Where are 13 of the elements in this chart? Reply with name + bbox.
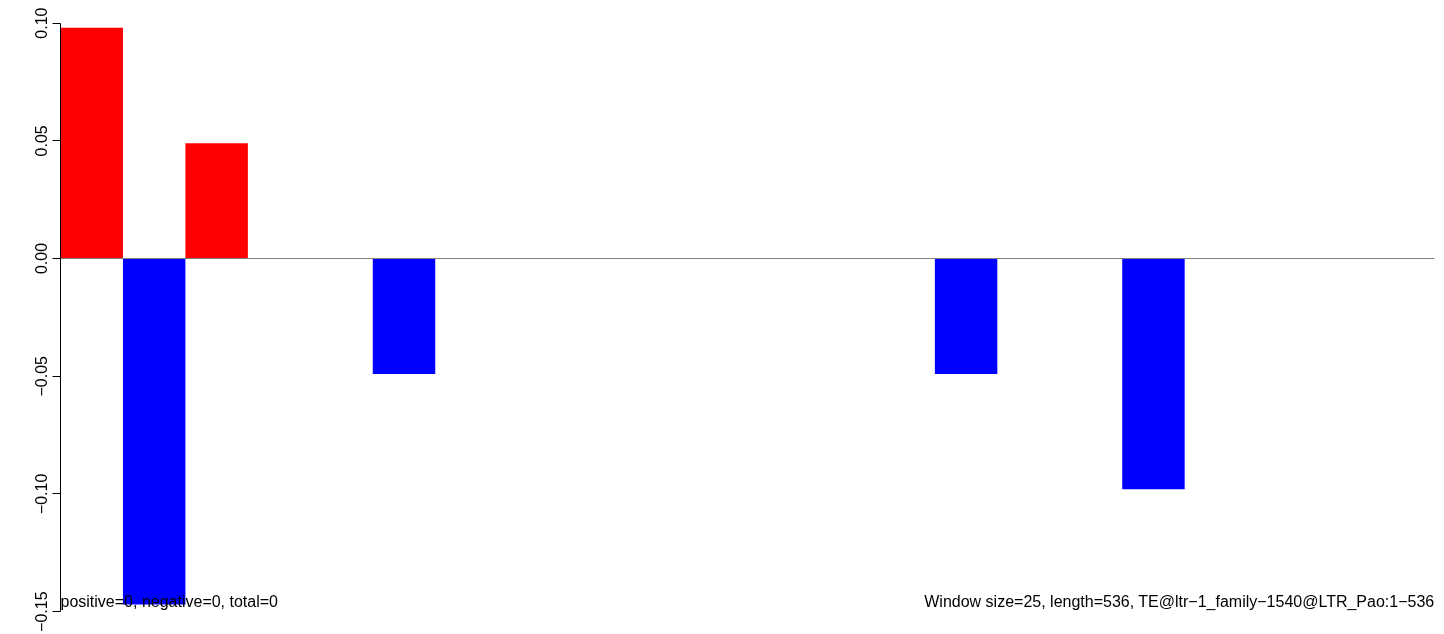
- y-tick-label: 0.05: [33, 125, 51, 157]
- bar: [372, 258, 436, 374]
- annotation: positive=0, negative=0, total=0: [60, 592, 279, 610]
- bar: [60, 27, 123, 259]
- y-tick-label: 0.10: [33, 7, 51, 39]
- y-tick-label: 0.00: [33, 242, 51, 275]
- bar: [1122, 258, 1185, 490]
- y-tick-label: −0.10: [33, 473, 51, 515]
- annotation: Window size=25, length=536, TE@ltr−1_family−1540@LTR_Pao:1−536: [924, 592, 1435, 611]
- bar: [934, 258, 998, 374]
- bar: [185, 143, 248, 259]
- y-tick-label: −0.05: [33, 355, 51, 397]
- y-tick-label: −0.15: [33, 591, 51, 632]
